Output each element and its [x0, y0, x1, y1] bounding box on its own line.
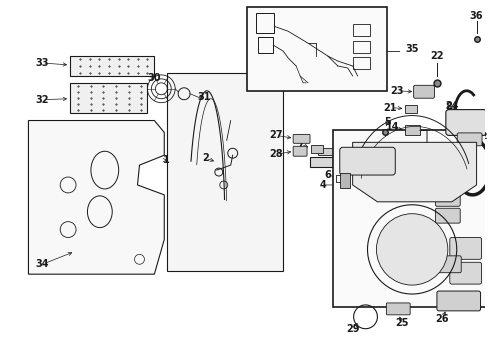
Text: 15: 15	[423, 163, 435, 172]
FancyBboxPatch shape	[432, 256, 460, 273]
Text: 34: 34	[36, 259, 49, 269]
FancyBboxPatch shape	[436, 291, 480, 311]
FancyBboxPatch shape	[434, 208, 459, 223]
FancyBboxPatch shape	[293, 146, 306, 156]
Polygon shape	[352, 142, 476, 202]
Text: 10: 10	[460, 259, 472, 268]
Text: 30: 30	[147, 73, 161, 83]
Text: 2: 2	[202, 153, 209, 163]
Polygon shape	[70, 83, 147, 113]
Polygon shape	[167, 73, 283, 271]
Bar	[309, 157, 413, 167]
Bar	[405, 105, 416, 113]
FancyBboxPatch shape	[445, 109, 486, 135]
Text: 27: 27	[269, 130, 283, 140]
Bar	[246, 6, 386, 91]
Text: 32: 32	[36, 95, 49, 105]
FancyBboxPatch shape	[339, 147, 394, 175]
Bar	[317, 148, 405, 155]
Polygon shape	[28, 121, 164, 274]
Bar	[258, 37, 273, 53]
Text: 33: 33	[36, 58, 49, 68]
Circle shape	[443, 148, 453, 158]
Text: 3: 3	[364, 173, 370, 183]
FancyBboxPatch shape	[386, 303, 409, 315]
FancyBboxPatch shape	[449, 238, 481, 259]
Bar	[256, 13, 274, 33]
Text: 11: 11	[428, 276, 440, 285]
Text: 6: 6	[324, 170, 330, 180]
FancyBboxPatch shape	[413, 85, 433, 98]
Bar	[352, 41, 370, 53]
Text: 5: 5	[383, 117, 390, 127]
Circle shape	[376, 214, 447, 285]
Text: 7: 7	[297, 139, 304, 149]
Text: 20: 20	[450, 162, 464, 172]
Bar	[352, 57, 370, 69]
Text: 31: 31	[197, 92, 210, 102]
Text: 16: 16	[438, 183, 450, 192]
Text: 25: 25	[395, 318, 408, 328]
FancyBboxPatch shape	[449, 262, 481, 284]
FancyBboxPatch shape	[293, 134, 309, 143]
Polygon shape	[70, 56, 154, 76]
Text: 22: 22	[429, 51, 443, 61]
Bar	[339, 173, 349, 188]
Text: 29: 29	[345, 324, 359, 334]
Text: 8: 8	[445, 102, 451, 112]
FancyBboxPatch shape	[456, 133, 481, 146]
Text: 23: 23	[390, 86, 403, 96]
Text: 14: 14	[385, 122, 398, 132]
Text: 1: 1	[163, 155, 169, 165]
Text: 12: 12	[474, 132, 486, 141]
Text: 17: 17	[432, 171, 444, 180]
Text: 26: 26	[434, 314, 447, 324]
Bar	[310, 145, 322, 153]
Text: 21: 21	[383, 103, 396, 113]
Text: 9: 9	[462, 286, 469, 296]
Text: 18: 18	[413, 170, 426, 179]
FancyBboxPatch shape	[434, 192, 459, 206]
Text: 19: 19	[442, 159, 454, 168]
Bar	[332, 130, 486, 307]
Text: 35: 35	[405, 44, 418, 54]
Bar	[405, 126, 419, 135]
Text: 36: 36	[469, 12, 482, 21]
Bar	[352, 24, 370, 36]
Text: 28: 28	[269, 149, 283, 159]
Text: 4: 4	[319, 180, 325, 190]
Text: 24: 24	[444, 101, 458, 111]
Text: 13: 13	[438, 227, 450, 236]
